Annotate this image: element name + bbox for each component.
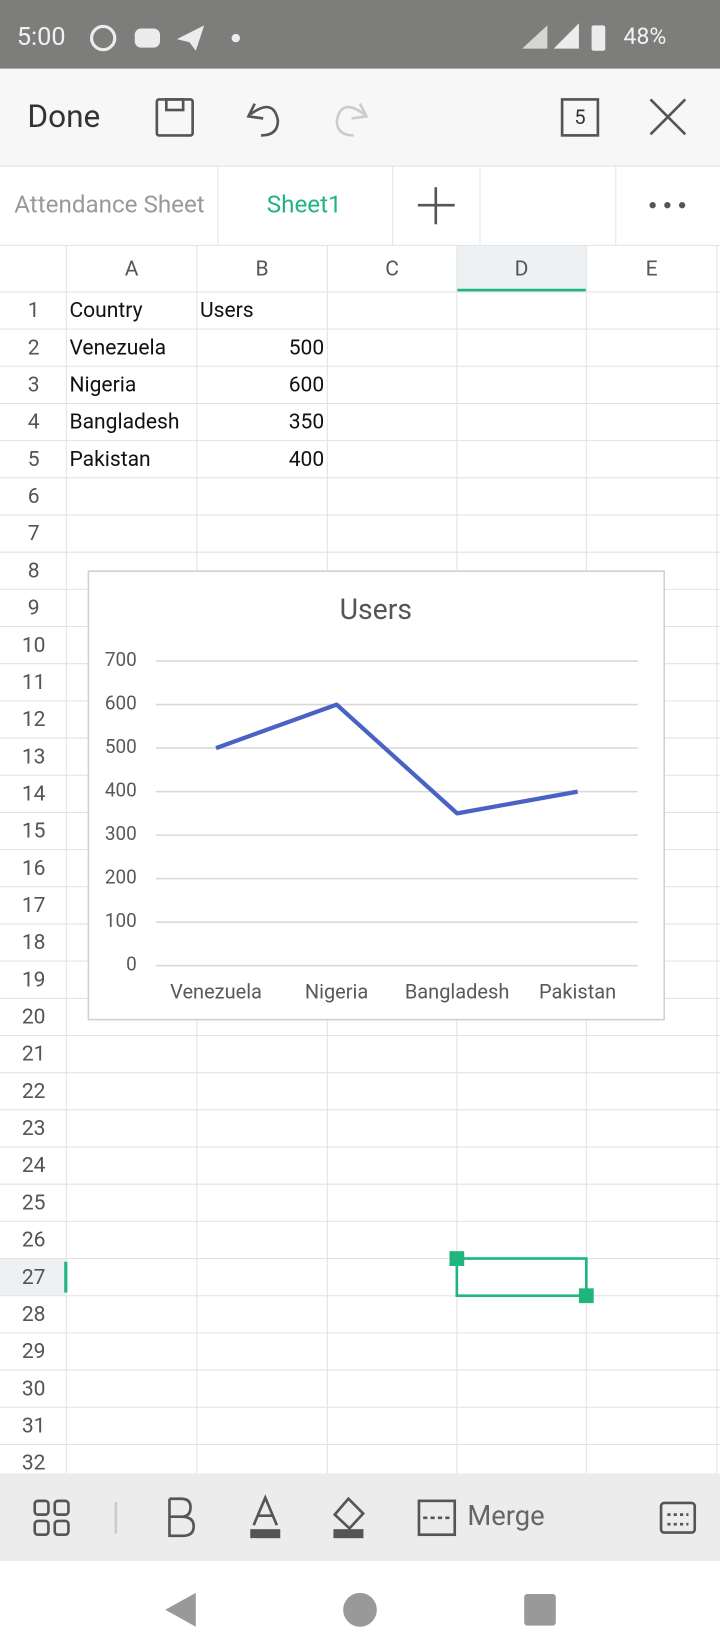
row-number[interactable]: 17 <box>22 893 46 918</box>
y-tick-label: 400 <box>105 779 137 802</box>
row-number[interactable]: 5 <box>28 447 40 472</box>
column-header[interactable]: C <box>385 256 399 281</box>
column-header-bg <box>0 245 720 292</box>
format-icons[interactable] <box>33 1494 697 1539</box>
row-number[interactable]: 4 <box>28 410 40 435</box>
nav-recents[interactable] <box>524 1593 556 1626</box>
row-number[interactable]: 27 <box>22 1265 46 1290</box>
row-number[interactable]: 26 <box>22 1228 46 1253</box>
column-header-underline <box>456 288 587 292</box>
sheet-tab-active[interactable]: Sheet1 <box>267 190 342 219</box>
row-number[interactable]: 22 <box>22 1079 46 1104</box>
window-count: 5 <box>574 105 585 129</box>
row-number[interactable]: 3 <box>28 372 40 397</box>
row-number[interactable]: 25 <box>22 1190 46 1215</box>
cell[interactable]: Pakistan <box>69 447 150 472</box>
save-button[interactable] <box>155 98 194 137</box>
cell-selection[interactable] <box>455 1257 588 1298</box>
column-header[interactable]: A <box>125 256 139 281</box>
row-number[interactable]: 15 <box>22 819 46 844</box>
row-number[interactable]: 8 <box>28 558 40 583</box>
row-number[interactable]: 9 <box>28 596 40 621</box>
tab-bar <box>0 166 720 246</box>
more-button[interactable] <box>649 202 686 209</box>
nav-back[interactable] <box>165 1592 196 1627</box>
row-number[interactable]: 10 <box>22 633 46 658</box>
status-time: 5:00 <box>17 23 66 52</box>
cell[interactable]: Venezuela <box>69 335 166 360</box>
row-number[interactable]: 21 <box>22 1042 46 1067</box>
column-header[interactable]: E <box>646 256 658 281</box>
row-number[interactable]: 23 <box>22 1116 46 1141</box>
row-number[interactable]: 18 <box>22 930 46 955</box>
spreadsheet: A B C D E12345678910111213141516171819202122… <box>0 244 720 1476</box>
row-number[interactable]: 2 <box>28 335 40 360</box>
row-number[interactable]: 28 <box>22 1302 46 1327</box>
done-button[interactable]: Done <box>27 98 100 135</box>
y-tick-label: 300 <box>105 822 137 845</box>
cell[interactable]: 600 <box>289 372 324 397</box>
row-number[interactable]: 11 <box>22 670 46 695</box>
cell[interactable]: Nigeria <box>69 372 136 397</box>
row-number[interactable]: 19 <box>22 967 46 992</box>
undo-button[interactable] <box>246 103 280 137</box>
y-tick-label: 600 <box>105 692 137 715</box>
chart-title: Users <box>340 593 412 626</box>
row-number-marker <box>64 1261 68 1293</box>
cell[interactable]: 400 <box>289 447 324 472</box>
y-tick-label: 500 <box>105 735 137 758</box>
status-icons <box>89 23 606 52</box>
row-number[interactable]: 14 <box>22 781 46 806</box>
merge-button[interactable]: Merge <box>467 1500 544 1532</box>
windows-button[interactable] <box>560 98 600 137</box>
cell[interactable]: Bangladesh <box>69 410 179 435</box>
row-number[interactable]: 20 <box>22 1004 46 1029</box>
selection-handle[interactable] <box>578 1288 594 1304</box>
column-header[interactable]: D <box>515 256 529 281</box>
row-number-active <box>0 1258 67 1296</box>
column-header[interactable]: B <box>256 256 269 281</box>
y-tick-label: 700 <box>105 648 137 671</box>
y-tick-label: 0 <box>126 953 137 976</box>
close-button[interactable] <box>649 98 687 136</box>
column-header-active <box>456 245 587 292</box>
cell[interactable]: Country <box>69 298 142 323</box>
row-number[interactable]: 31 <box>22 1413 46 1438</box>
add-sheet-button[interactable] <box>417 187 455 225</box>
x-tick-label: Pakistan <box>539 979 616 1003</box>
row-number[interactable]: 32 <box>22 1451 46 1476</box>
row-number[interactable]: 16 <box>22 856 46 881</box>
row-number[interactable]: 30 <box>22 1376 46 1401</box>
cell[interactable]: 350 <box>289 410 324 435</box>
x-tick-label: Nigeria <box>305 979 368 1003</box>
row-number[interactable]: 13 <box>22 744 46 769</box>
chart-area <box>87 570 665 1021</box>
cell[interactable]: 500 <box>289 335 324 360</box>
y-tick-label: 100 <box>105 909 137 932</box>
selection-handle[interactable] <box>449 1251 465 1266</box>
x-tick-label: Bangladesh <box>405 979 509 1003</box>
row-number[interactable]: 7 <box>28 521 40 546</box>
row-number[interactable]: 12 <box>22 707 46 732</box>
status-bar <box>0 0 720 69</box>
y-tick-label: 200 <box>105 866 137 889</box>
data-line <box>215 702 579 816</box>
sheet-tab[interactable]: Attendance Sheet <box>14 190 205 219</box>
row-number[interactable]: 1 <box>28 298 40 323</box>
row-number[interactable]: 24 <box>22 1153 46 1178</box>
chart: Users 0 100 200 300 400 500 600 700 Venezuela Nige… <box>87 570 665 1021</box>
row-number[interactable]: 6 <box>28 484 40 509</box>
x-tick-label: Venezuela <box>170 979 262 1003</box>
nav-home[interactable] <box>343 1592 377 1627</box>
tab-dividers <box>217 166 617 246</box>
battery-level: 48% <box>623 22 666 50</box>
redo-button[interactable] <box>335 103 369 137</box>
cell[interactable]: Users <box>200 298 254 323</box>
row-number[interactable]: 29 <box>22 1339 46 1364</box>
